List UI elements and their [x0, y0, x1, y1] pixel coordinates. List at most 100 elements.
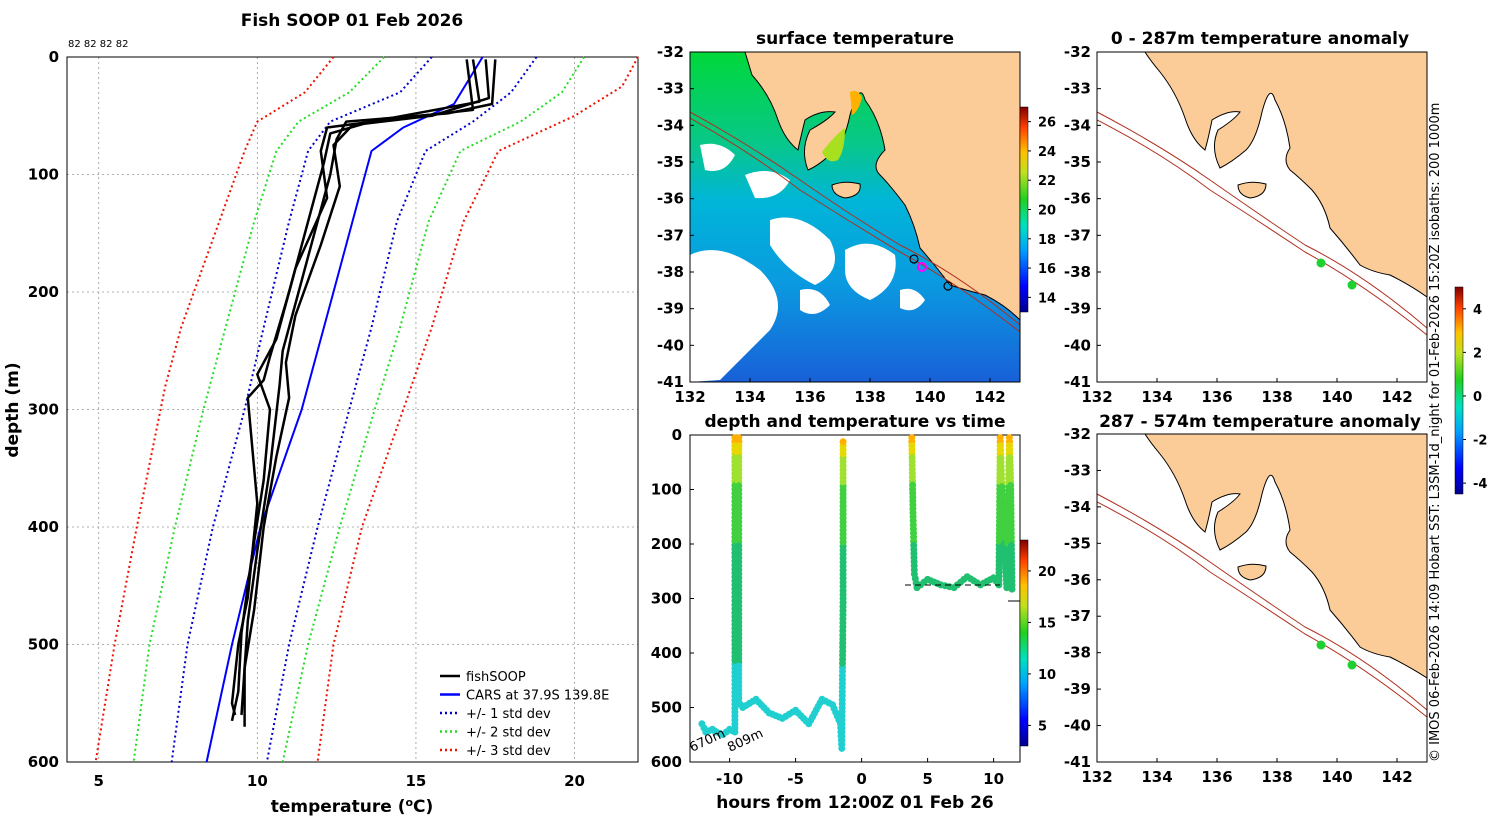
anomaly-map-lower-panel: 287 - 574m temperature anomaly 132 134 136… [1064, 412, 1428, 786]
profile-axes-frame [66, 56, 639, 763]
map-ytick-label: -35 [1064, 534, 1091, 552]
depth-time-point [839, 438, 847, 446]
profile-ytick-label: 400 [28, 518, 59, 536]
map-xtick-label: 136 [1201, 768, 1232, 786]
anomaly-colorbar [1454, 286, 1464, 495]
profile-xtick-label: 10 [247, 772, 268, 790]
legend-label: CARS at 37.9S 139.8E [466, 689, 609, 704]
depth-time-ytick-label: 300 [651, 590, 682, 608]
legend-label: +/- 3 std dev [466, 744, 551, 759]
depth-time-xtick-label: 5 [922, 770, 932, 788]
profile-series-fishsoop-b [230, 59, 475, 722]
depth-time-xlabel: hours from 12:00Z 01 Feb 26 [716, 793, 994, 813]
anomaly-upper-ticks: 132 134 136 138 140 142 -32 -33 -34 -35 -36 -37 -38 -… [1064, 43, 1413, 406]
depth-time-ytick-label: 100 [651, 481, 682, 499]
colorbar-tick-label: 24 [1038, 145, 1056, 160]
map-ytick-label: -40 [1064, 336, 1091, 354]
sst-colorbar [1019, 106, 1029, 313]
depth-time-ytick-label: 600 [651, 753, 682, 771]
map-ytick-label: -32 [1064, 43, 1091, 61]
map-ytick-label: -37 [1064, 226, 1091, 244]
map-ytick-label: -38 [1064, 263, 1091, 281]
depth-time-data [698, 434, 1016, 752]
sst-track-end [943, 281, 953, 291]
legend-label: +/- 1 std dev [466, 707, 551, 722]
map-xtick-label: 134 [1141, 768, 1172, 786]
sst-isobath-1000 [690, 117, 1020, 333]
imos-side-note: © IMOS 06-Feb-2026 14:09 Hobart SST: L3S… [1428, 103, 1443, 762]
anomaly-upper-land [1144, 52, 1427, 298]
colorbar-tick-label: 2 [1473, 346, 1482, 361]
profile-ytick-label: 0 [49, 48, 59, 66]
map-ytick-label: -36 [1064, 190, 1091, 208]
colorbar-tick-label: 20 [1038, 204, 1056, 219]
profile-xtick-label: 15 [406, 772, 427, 790]
anomaly-lower-ticks: 132 134 136 138 140 142 -32 -33 -34 -35 -36 -37 -38 -… [1064, 425, 1413, 786]
colorbar-tick-label: 26 [1038, 116, 1056, 131]
profile-xlabel: temperature (oC) [271, 796, 434, 818]
map-xtick-label: 142 [1381, 768, 1412, 786]
map-ytick-label: -33 [1064, 80, 1091, 98]
sst-map-ticks: 132 134 136 138 140 142 -32 -33 -34 -35 -36 -37 -38 -… [657, 43, 1006, 406]
map-ytick-label: -38 [1064, 644, 1091, 662]
profile-xtick-label: 20 [564, 772, 585, 790]
anomaly-colorbar-ticks: -4 -2 0 2 4 [1463, 303, 1487, 492]
anomaly-lower-frame [1096, 433, 1428, 763]
map-ytick-label: -41 [1064, 753, 1091, 771]
depth-time-xtick-label: 0 [856, 770, 866, 788]
profile-ytick-label: 600 [28, 753, 59, 771]
anomaly-map-upper-panel: 0 - 287m temperature anomaly 132 134 136 13… [1064, 29, 1428, 406]
colorbar-tick-label: 22 [1038, 174, 1056, 189]
map-xtick-label: 142 [974, 388, 1005, 406]
depth-time-ytick-label: 0 [672, 426, 682, 444]
sst-gulf-hot [850, 90, 862, 115]
profile-series-fishsoop-d [230, 59, 481, 716]
map-xtick-label: 134 [1141, 388, 1172, 406]
profile-ytick-label: 300 [28, 401, 59, 419]
map-ytick-label: -34 [1064, 498, 1091, 516]
map-ytick-label: -39 [1064, 680, 1091, 698]
anomaly-upper-isobath-1000 [1097, 119, 1427, 336]
map-ytick-label: -35 [657, 153, 684, 171]
depth-time-colorbar [1019, 539, 1029, 747]
anomaly-lower-isobath-1000 [1097, 501, 1427, 718]
depth-time-panel: depth and temperature vs time -10 -5 0 5 100… [651, 412, 1056, 813]
anomaly-upper-frame [1096, 51, 1428, 383]
depth-time-point [1008, 585, 1016, 593]
map-ytick-label: -41 [657, 373, 684, 391]
map-ytick-label: -36 [1064, 571, 1091, 589]
map-xtick-label: 136 [794, 388, 825, 406]
anomaly-lower-marker-2 [1347, 660, 1357, 670]
anomaly-lower-land [1144, 434, 1427, 679]
profile-series--2-std [281, 56, 585, 763]
colorbar-tick-label: 15 [1038, 616, 1056, 631]
profile-series--3-std [94, 56, 335, 763]
sst-map-panel: surface temperature [657, 29, 1056, 406]
map-ytick-label: -37 [1064, 607, 1091, 625]
colorbar-tick-label: 16 [1038, 262, 1056, 277]
depth-time-ytick-label: 200 [651, 535, 682, 553]
map-xtick-label: 132 [1081, 388, 1112, 406]
colorbar-tick-label: 5 [1038, 719, 1047, 734]
profile-ytick-label: 500 [28, 636, 59, 654]
colorbar-tick-label: -4 [1473, 477, 1487, 492]
profile-ylabel: depth (m) [3, 362, 23, 457]
map-xtick-label: 134 [734, 388, 765, 406]
map-ytick-label: -34 [657, 116, 684, 134]
map-ytick-label: -34 [1064, 116, 1091, 134]
colorbar-tick-label: 14 [1038, 291, 1056, 306]
depth-time-colorbar-ticks: 5 10 15 20 [1028, 565, 1056, 734]
map-xtick-label: 138 [1261, 388, 1292, 406]
sst-kangaroo-island [831, 181, 861, 199]
map-xtick-label: 136 [1201, 388, 1232, 406]
map-ytick-label: -32 [1064, 425, 1091, 443]
sst-map-title: surface temperature [756, 29, 954, 49]
map-xtick-label: 140 [1321, 768, 1352, 786]
map-ytick-label: -37 [657, 226, 684, 244]
sst-colorbar-ticks: 14 16 18 20 22 24 26 [1028, 116, 1056, 306]
map-xtick-label: 140 [914, 388, 945, 406]
anomaly-upper-isobath-200 [1097, 111, 1427, 329]
depth-time-xtick-label: 10 [983, 770, 1004, 788]
map-ytick-label: -35 [1064, 153, 1091, 171]
